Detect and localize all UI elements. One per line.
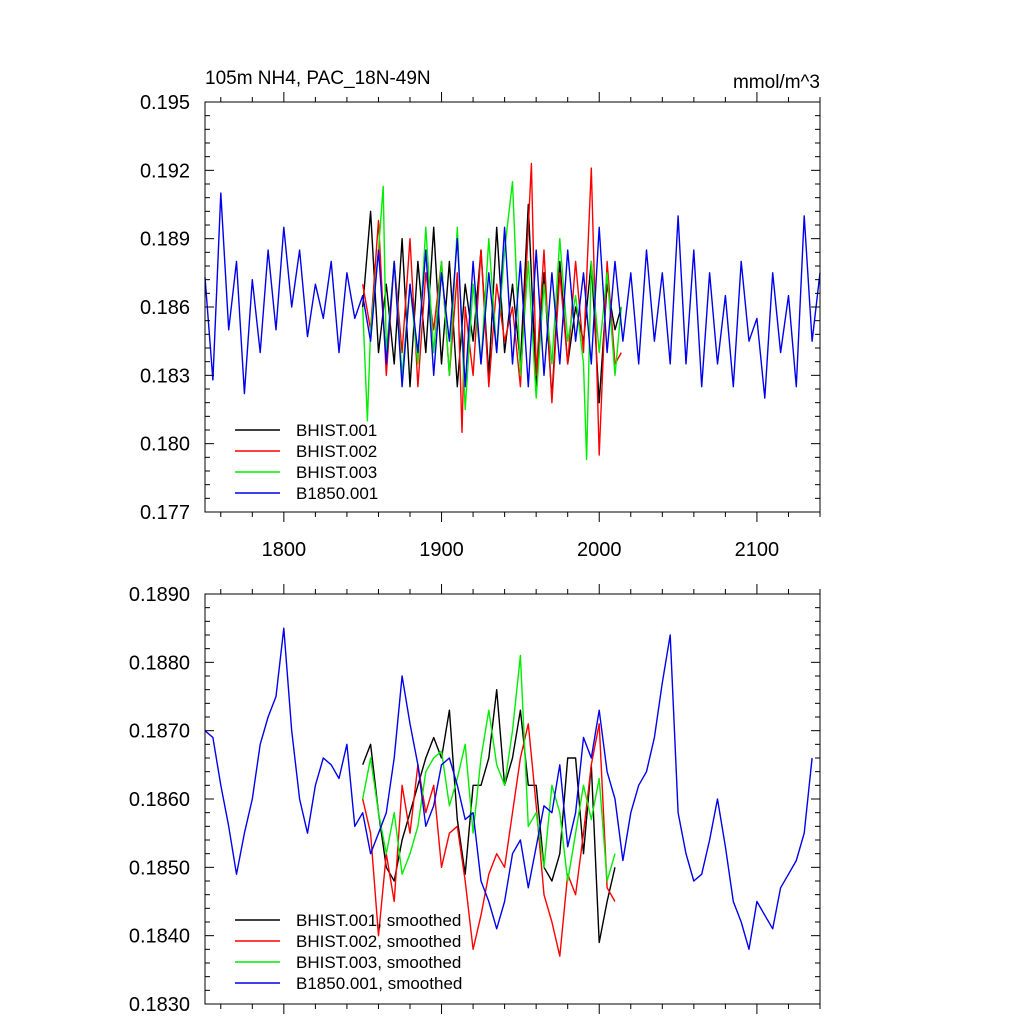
legend-label: BHIST.002 [296,442,377,461]
legend-label: BHIST.001 [296,421,377,440]
series-line-bhist-003-smoothed [362,654,616,882]
legend-label: BHIST.002, smoothed [296,932,461,951]
x-tick-label: 1800 [262,539,307,561]
series-line-bhist-002-smoothed [362,723,616,957]
series-line-b1850-001-smoothed [204,627,813,950]
x-tick-label: 2100 [735,539,780,561]
legend-label: B1850.001 [296,484,378,503]
legend-label: BHIST.003 [296,463,377,482]
legend-label: BHIST.001, smoothed [296,911,461,930]
y-tick-label: 0.180 [140,434,190,456]
x-tick-label: 1900 [419,539,464,561]
y-tick-label: 0.177 [140,502,190,524]
y-tick-label: 0.1850 [129,857,190,879]
top-panel-axes: 0.177 0.180 0.183 0.186 0.189 0.192 0.195 1800 1… [140,92,821,561]
top-panel-series [204,162,821,461]
top-panel: 105m NH4, PAC_18N-49N mmol/m^3 0.177 0.18… [140,68,821,561]
top-panel-units: mmol/m^3 [733,72,820,93]
y-tick-label: 0.1890 [129,584,190,606]
bottom-panel-axes: 0.1830 0.1840 0.1850 0.1860 0.1870 0.1880 0.18… [129,584,821,1016]
legend-label: B1850.001, smoothed [296,974,462,993]
bottom-panel: 0.1830 0.1840 0.1850 0.1860 0.1870 0.1880 0.18… [129,584,821,1016]
y-tick-label: 0.195 [140,92,190,114]
y-tick-label: 0.1830 [129,994,190,1016]
y-tick-label: 0.189 [140,229,190,251]
y-tick-label: 0.186 [140,297,190,319]
series-line-b1850-001 [204,192,821,399]
y-tick-label: 0.1880 [129,652,190,674]
y-tick-label: 0.1860 [129,789,190,811]
top-panel-title: 105m NH4, PAC_18N-49N [205,68,431,89]
y-tick-label: 0.1870 [129,721,190,743]
y-tick-label: 0.192 [140,160,190,182]
top-panel-legend: BHIST.001 BHIST.002 BHIST.003 B1850.001 [235,421,378,503]
y-tick-label: 0.183 [140,365,190,387]
x-tick-label: 2000 [577,539,622,561]
bottom-panel-legend: BHIST.001, smoothed BHIST.002, smoothed BH… [235,911,462,993]
legend-label: BHIST.003, smoothed [296,953,461,972]
bottom-panel-series [204,627,813,957]
series-line-bhist-001-smoothed [362,689,616,944]
y-tick-label: 0.1840 [129,926,190,948]
series-line-bhist-002 [362,162,622,456]
